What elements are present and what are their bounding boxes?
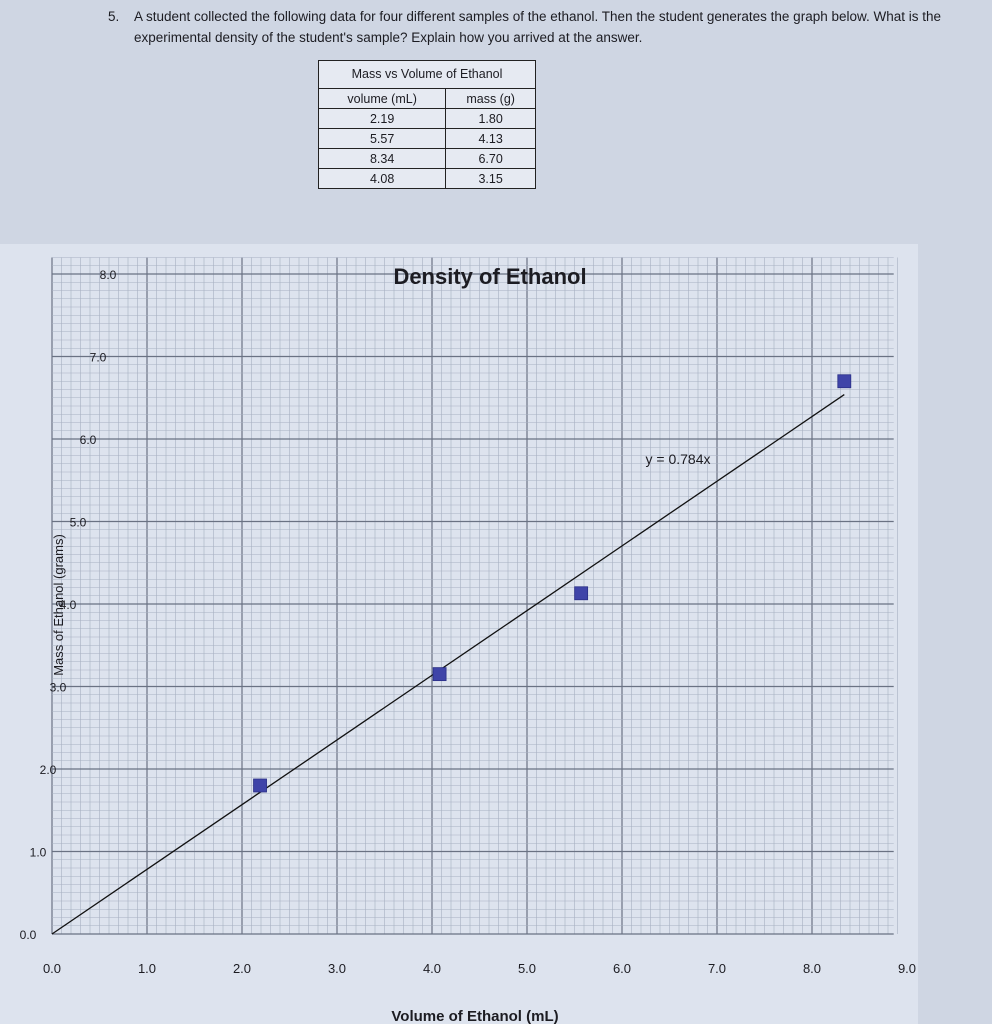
table-cell-mass: 6.70 — [445, 148, 536, 169]
table-row: 4.08 3.15 — [317, 168, 536, 189]
data-table: Mass vs Volume of Ethanol volume (mL) ma… — [317, 60, 536, 189]
y-tick-label: 5.0 — [70, 516, 87, 530]
x-tick-label: 1.0 — [138, 961, 156, 976]
y-tick-label: 4.0 — [60, 598, 77, 612]
x-tick-label: 2.0 — [233, 961, 251, 976]
density-chart: 0.0 1.0 2.0 3.0 4.0 5.0 6.0 7.0 8.0 9.0 0.0 1.0 2.0… — [0, 244, 918, 1024]
question-number: 5. — [108, 9, 120, 24]
x-tick-label: 8.0 — [803, 961, 821, 976]
y-tick-label: 2.0 — [40, 763, 57, 777]
trendline-equation: y = 0.784x — [646, 451, 711, 467]
x-tick-label: 5.0 — [518, 961, 536, 976]
table-cell-mass: 3.15 — [445, 168, 536, 189]
table-cell-volume: 8.34 — [317, 148, 447, 169]
x-tick-label: 0.0 — [43, 961, 61, 976]
chart-background — [0, 244, 918, 1024]
table-cell-volume: 4.08 — [317, 168, 447, 189]
table-row: 2.19 1.80 — [317, 108, 536, 129]
x-axis-ticks: 0.0 1.0 2.0 3.0 4.0 5.0 6.0 7.0 8.0 9.0 — [43, 961, 916, 976]
y-tick-label: 6.0 — [80, 433, 97, 447]
data-point — [574, 586, 589, 601]
table-cell-volume: 2.19 — [317, 108, 447, 129]
table-cell-mass: 1.80 — [445, 108, 536, 129]
y-tick-label: 3.0 — [50, 681, 67, 695]
data-point — [837, 374, 852, 389]
chart-title: Density of Ethanol — [393, 264, 586, 289]
question-text: A student collected the following data f… — [134, 9, 942, 45]
x-axis-label: Volume of Ethanol (mL) — [391, 1008, 558, 1024]
y-axis-label: Mass of Ethanol (grams) — [51, 534, 66, 676]
table-title: Mass vs Volume of Ethanol — [318, 60, 536, 89]
table-row: 5.57 4.13 — [317, 128, 536, 149]
x-tick-label: 7.0 — [708, 961, 726, 976]
chart-grid — [51, 257, 898, 935]
y-axis-ticks: 0.0 1.0 2.0 3.0 4.0 5.0 6.0 7.0 8.0 — [20, 268, 117, 942]
x-tick-label: 3.0 — [328, 961, 346, 976]
data-points — [253, 374, 852, 793]
y-tick-label: 7.0 — [90, 351, 107, 365]
y-tick-label: 1.0 — [30, 846, 47, 860]
table-cell-mass: 4.13 — [445, 128, 536, 149]
data-point — [253, 778, 267, 793]
data-point — [432, 667, 447, 682]
table-header-volume: volume (mL) — [317, 88, 447, 109]
y-tick-label: 8.0 — [100, 268, 117, 282]
y-tick-label: 0.0 — [20, 928, 37, 942]
table-header-mass: mass (g) — [445, 88, 536, 109]
x-tick-label: 4.0 — [423, 961, 441, 976]
x-tick-label: 6.0 — [613, 961, 631, 976]
table-cell-volume: 5.57 — [317, 128, 447, 149]
question: 5. A student collected the following dat… — [108, 6, 968, 48]
x-tick-label: 9.0 — [898, 961, 916, 976]
table-row: 8.34 6.70 — [317, 148, 536, 169]
trendline — [51, 394, 845, 935]
